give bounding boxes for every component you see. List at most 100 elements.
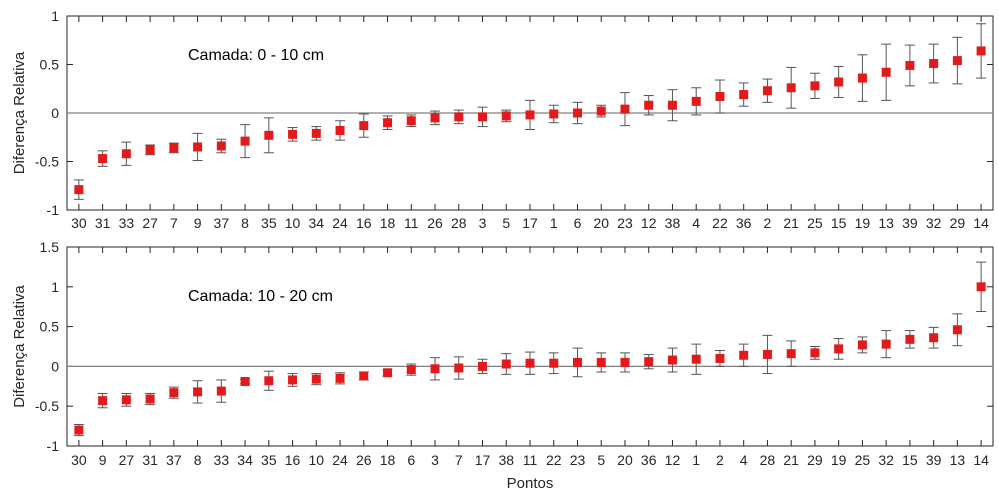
panel-2-xtick-label: 16	[285, 452, 301, 468]
panel-1-data-point	[905, 60, 915, 70]
panel-2-xtick-label: 29	[807, 452, 823, 468]
panel-1-xtick-label: 10	[285, 215, 301, 231]
panel-2-xtick-label: 34	[237, 452, 253, 468]
panel-2-data-point	[667, 355, 677, 365]
panel-1-xtick-label: 11	[404, 215, 419, 231]
panel-2-xtick-label: 17	[475, 452, 491, 468]
panel-2-data-point	[406, 365, 416, 375]
panel-2-data-point	[739, 350, 749, 360]
panel-1-data-point	[193, 142, 203, 152]
panel-1-xtick-label: 38	[665, 215, 681, 231]
panel-2-data-point	[596, 357, 606, 367]
panel-1-xtick-label: 20	[593, 215, 609, 231]
panel-2-ytick-label: -1	[47, 438, 60, 454]
panel-2-xtick-label: 23	[570, 452, 586, 468]
panel-1-xtick-label: 22	[712, 215, 728, 231]
panel-1-data-point	[383, 118, 393, 128]
panel-2-xtick-label: 24	[332, 452, 348, 468]
panel-1-data-point	[667, 100, 677, 110]
panel-1-data-point	[881, 67, 891, 77]
panel-2-data-point	[572, 357, 582, 367]
panel-1-xtick-label: 9	[194, 215, 202, 231]
panel-1-ytick-label: -1	[47, 202, 60, 218]
panel-2-data-point	[335, 373, 345, 383]
panel-1-xtick-label: 17	[522, 215, 538, 231]
panel-1-data-point	[216, 141, 226, 151]
panel-1-data-point	[288, 129, 298, 139]
panel-2-xtick-label: 1	[692, 452, 700, 468]
panel-1-xtick-label: 13	[878, 215, 894, 231]
panel-1-data-point	[834, 77, 844, 87]
panel-2-xtick-label: 21	[783, 452, 799, 468]
panel-1-data-point	[359, 121, 369, 131]
panel-2-xtick-label: 4	[740, 452, 748, 468]
panel-1-ytick-label: 0.5	[40, 57, 60, 73]
panel-2-data-point	[929, 333, 939, 343]
panel-2-data-point	[881, 339, 891, 349]
panel-1-data-point	[240, 136, 250, 146]
panel-2-data-point	[264, 376, 274, 386]
panel-2-data-point	[288, 375, 298, 385]
panel-1-xtick-label: 21	[783, 215, 799, 231]
panel-1-xtick-label: 23	[617, 215, 633, 231]
panel-2-xtick-label: 36	[641, 452, 657, 468]
panel-1-xtick-label: 4	[692, 215, 700, 231]
panel-1-xtick-label: 30	[71, 215, 87, 231]
panel-2-xtick-label: 8	[194, 452, 202, 468]
panel-1-xtick-label: 12	[641, 215, 657, 231]
panel-2-data-point	[311, 374, 321, 384]
panel-2-xtick-label: 3	[431, 452, 439, 468]
panel-1-xtick-label: 25	[807, 215, 823, 231]
panel-1-xtick-label: 28	[451, 215, 467, 231]
panel-2-xtick-label: 38	[498, 452, 514, 468]
panel-2-data-point	[383, 368, 393, 378]
panel-2-xtick-label: 22	[546, 452, 562, 468]
panel-1-ylabel: Diferença Relativa	[11, 51, 28, 174]
panel-1-data-point	[929, 59, 939, 69]
panel-1-xtick-label: 2	[764, 215, 772, 231]
panel-1-xtick-label: 8	[241, 215, 249, 231]
panel-2-data-point	[216, 386, 226, 396]
panel-1-data-point	[145, 145, 155, 155]
panel-1-xtick-label: 32	[926, 215, 942, 231]
panel-1-data-point	[98, 154, 108, 164]
panel-1-data-point	[762, 86, 772, 96]
panel-2-ytick-label: 0.5	[40, 319, 60, 335]
panel-2-xlabel: Pontos	[507, 475, 554, 492]
panel-1-xtick-label: 18	[380, 215, 396, 231]
panel-2-data-point	[454, 363, 464, 373]
panel-1-data-point	[121, 149, 131, 159]
panel-1-xtick-label: 15	[831, 215, 847, 231]
panel-2-data-point	[810, 348, 820, 358]
panel-1-data-point	[501, 111, 511, 121]
panel-2-data-point	[525, 358, 535, 368]
panel-2-ylabel: Diferença Relativa	[11, 285, 28, 408]
panel-1-data-point	[952, 56, 962, 66]
panel-2-data-point	[762, 349, 772, 359]
panel-2-xtick-label: 32	[878, 452, 894, 468]
panel-1-xtick-label: 1	[550, 215, 558, 231]
panel-2-ytick-label: 1.5	[40, 239, 60, 255]
panel-1-data-point	[311, 128, 321, 138]
panel-1-xtick-label: 14	[973, 215, 989, 231]
panel-2-data-point	[359, 371, 369, 381]
panel-2-data-point	[145, 394, 155, 404]
panel-1-ytick-label: -0.5	[35, 154, 59, 170]
panel-1-xtick-label: 16	[356, 215, 372, 231]
panel-2-xtick-label: 25	[855, 452, 871, 468]
panel-2-data-point	[478, 361, 488, 371]
panel-1-data-point	[525, 110, 535, 120]
panel-2-xtick-label: 5	[597, 452, 605, 468]
panel-2-data-point	[620, 357, 630, 367]
panel-1-data-point	[478, 112, 488, 122]
panel-1-data-point	[74, 185, 84, 195]
panel-2-axes-box	[66, 246, 994, 447]
panel-1-annotation: Camada: 0 - 10 cm	[188, 47, 324, 64]
panel-1-xtick-label: 34	[309, 215, 325, 231]
panel-1-data-point	[644, 100, 654, 110]
panel-2-data-point	[169, 388, 179, 398]
panel-2-xtick-label: 19	[831, 452, 847, 468]
panel-2-xtick-label: 11	[523, 452, 538, 468]
panel-2-xtick-label: 20	[617, 452, 633, 468]
